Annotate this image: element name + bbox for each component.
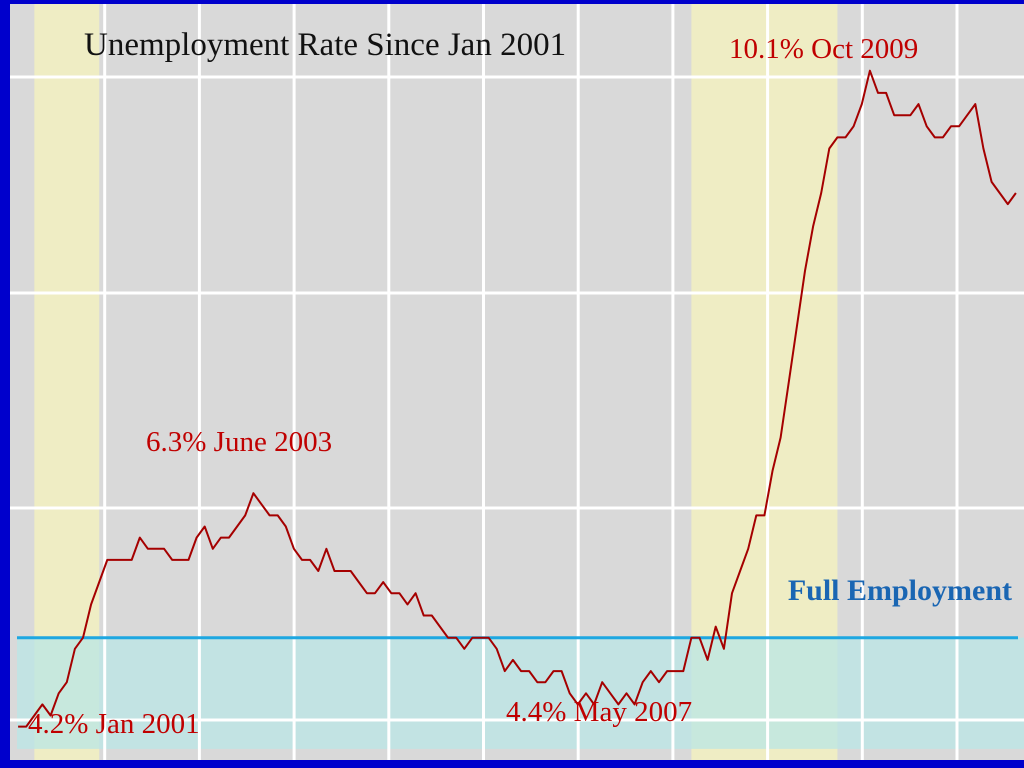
grid-lines — [10, 4, 1024, 760]
full-employment-label: Full Employment — [788, 574, 1012, 607]
recession-band-2 — [691, 4, 838, 760]
full-employment-band — [17, 637, 1024, 749]
recession-band-1 — [34, 4, 100, 760]
annotation-start-2001: 4.2% Jan 2001 — [28, 708, 200, 740]
recession-shading — [34, 4, 838, 760]
annotation-peak-2003: 6.3% June 2003 — [146, 426, 332, 458]
annotation-low-2007: 4.4% May 2007 — [506, 696, 692, 728]
plot-background — [10, 4, 1024, 760]
annotation-peak-2009: 10.1% Oct 2009 — [729, 33, 918, 65]
chart-title: Unemployment Rate Since Jan 2001 — [84, 27, 566, 63]
unemployment-series-line — [18, 69, 1017, 728]
